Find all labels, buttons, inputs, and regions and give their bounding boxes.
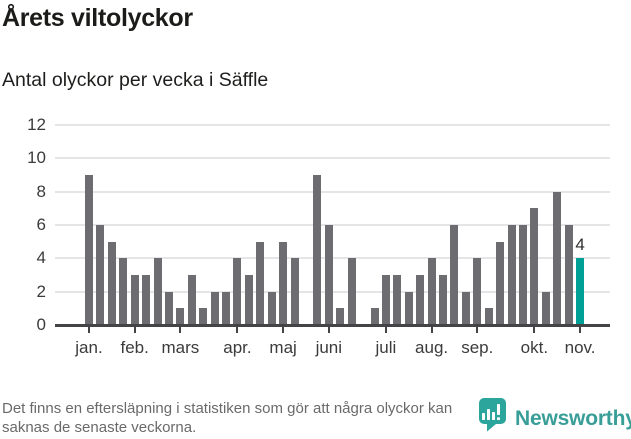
month-tick — [88, 326, 90, 333]
bar — [290, 258, 299, 325]
bar — [518, 224, 527, 325]
page-title: Årets viltolyckor — [2, 4, 193, 32]
month-tick — [384, 326, 387, 333]
month-tick — [179, 326, 182, 333]
month-label: sep. — [461, 338, 494, 357]
month-label: apr. — [223, 338, 252, 357]
month-tick — [430, 326, 433, 333]
month-label: mars — [161, 338, 200, 357]
x-axis-line — [55, 324, 610, 327]
month-tick — [327, 326, 330, 333]
y-axis-label: 10 — [27, 148, 46, 168]
month-tick — [236, 326, 239, 333]
bar — [96, 224, 105, 325]
y-axis-label: 0 — [36, 315, 46, 334]
bar — [233, 258, 242, 325]
bar — [370, 308, 379, 325]
month-label: feb. — [120, 338, 149, 357]
bar — [256, 241, 265, 325]
chart-subtitle: Antal olyckor per vecka i Säffle — [2, 69, 269, 91]
month-label: jan. — [75, 338, 103, 357]
month-label: aug. — [415, 338, 449, 357]
bar — [439, 274, 448, 325]
bar — [416, 274, 425, 325]
bar — [427, 258, 436, 325]
bar — [507, 224, 516, 325]
bar — [553, 191, 562, 325]
bar — [107, 241, 116, 325]
bar — [164, 291, 173, 325]
bar — [279, 241, 288, 325]
bar — [496, 241, 505, 325]
bar — [530, 208, 539, 325]
bar — [576, 258, 585, 325]
bar — [85, 174, 93, 325]
bar — [187, 274, 196, 325]
bar — [222, 291, 231, 325]
bar — [541, 291, 550, 325]
gridline — [55, 123, 610, 126]
bar — [450, 224, 459, 325]
bar — [199, 308, 208, 325]
bar — [473, 258, 482, 325]
bar — [564, 224, 573, 325]
y-axis-label: 6 — [36, 214, 46, 234]
bar — [336, 308, 345, 325]
month-tick — [133, 326, 136, 333]
bar-value-label: 4 — [575, 235, 585, 255]
month-label: juni — [315, 338, 343, 357]
bar — [130, 274, 139, 325]
bar — [313, 174, 322, 325]
month-label: juli — [375, 338, 397, 357]
newsworthy-brand-text: Newsworthy — [515, 407, 631, 430]
bar — [153, 258, 162, 325]
month-tick — [282, 326, 285, 333]
bar — [244, 274, 253, 325]
bar — [210, 291, 219, 325]
bar — [142, 274, 151, 325]
gridline — [55, 190, 610, 193]
bar — [404, 291, 413, 325]
month-tick — [579, 326, 582, 333]
gridline — [55, 157, 610, 160]
newsworthy-brand-link[interactable]: Newsworthy — [477, 397, 631, 434]
y-axis-label: 12 — [27, 114, 46, 134]
newsworthy-logo-icon — [479, 398, 506, 432]
bar — [119, 258, 128, 325]
month-label: nov. — [564, 338, 596, 357]
y-axis-label: 2 — [36, 281, 46, 301]
month-tick — [476, 326, 479, 333]
month-label: maj — [269, 338, 297, 357]
bar — [324, 224, 333, 325]
month-tick — [533, 326, 536, 333]
y-axis-label: 8 — [36, 181, 46, 201]
bar — [484, 308, 493, 325]
y-axis-label: 4 — [36, 248, 46, 268]
bar — [393, 274, 402, 325]
footer-note: Det finns en eftersläpning i statistiken… — [2, 400, 453, 436]
bar — [267, 291, 276, 325]
month-label: okt. — [520, 338, 549, 357]
bar — [347, 258, 356, 325]
bar — [461, 291, 470, 325]
bar — [176, 308, 185, 325]
bar — [381, 274, 390, 325]
